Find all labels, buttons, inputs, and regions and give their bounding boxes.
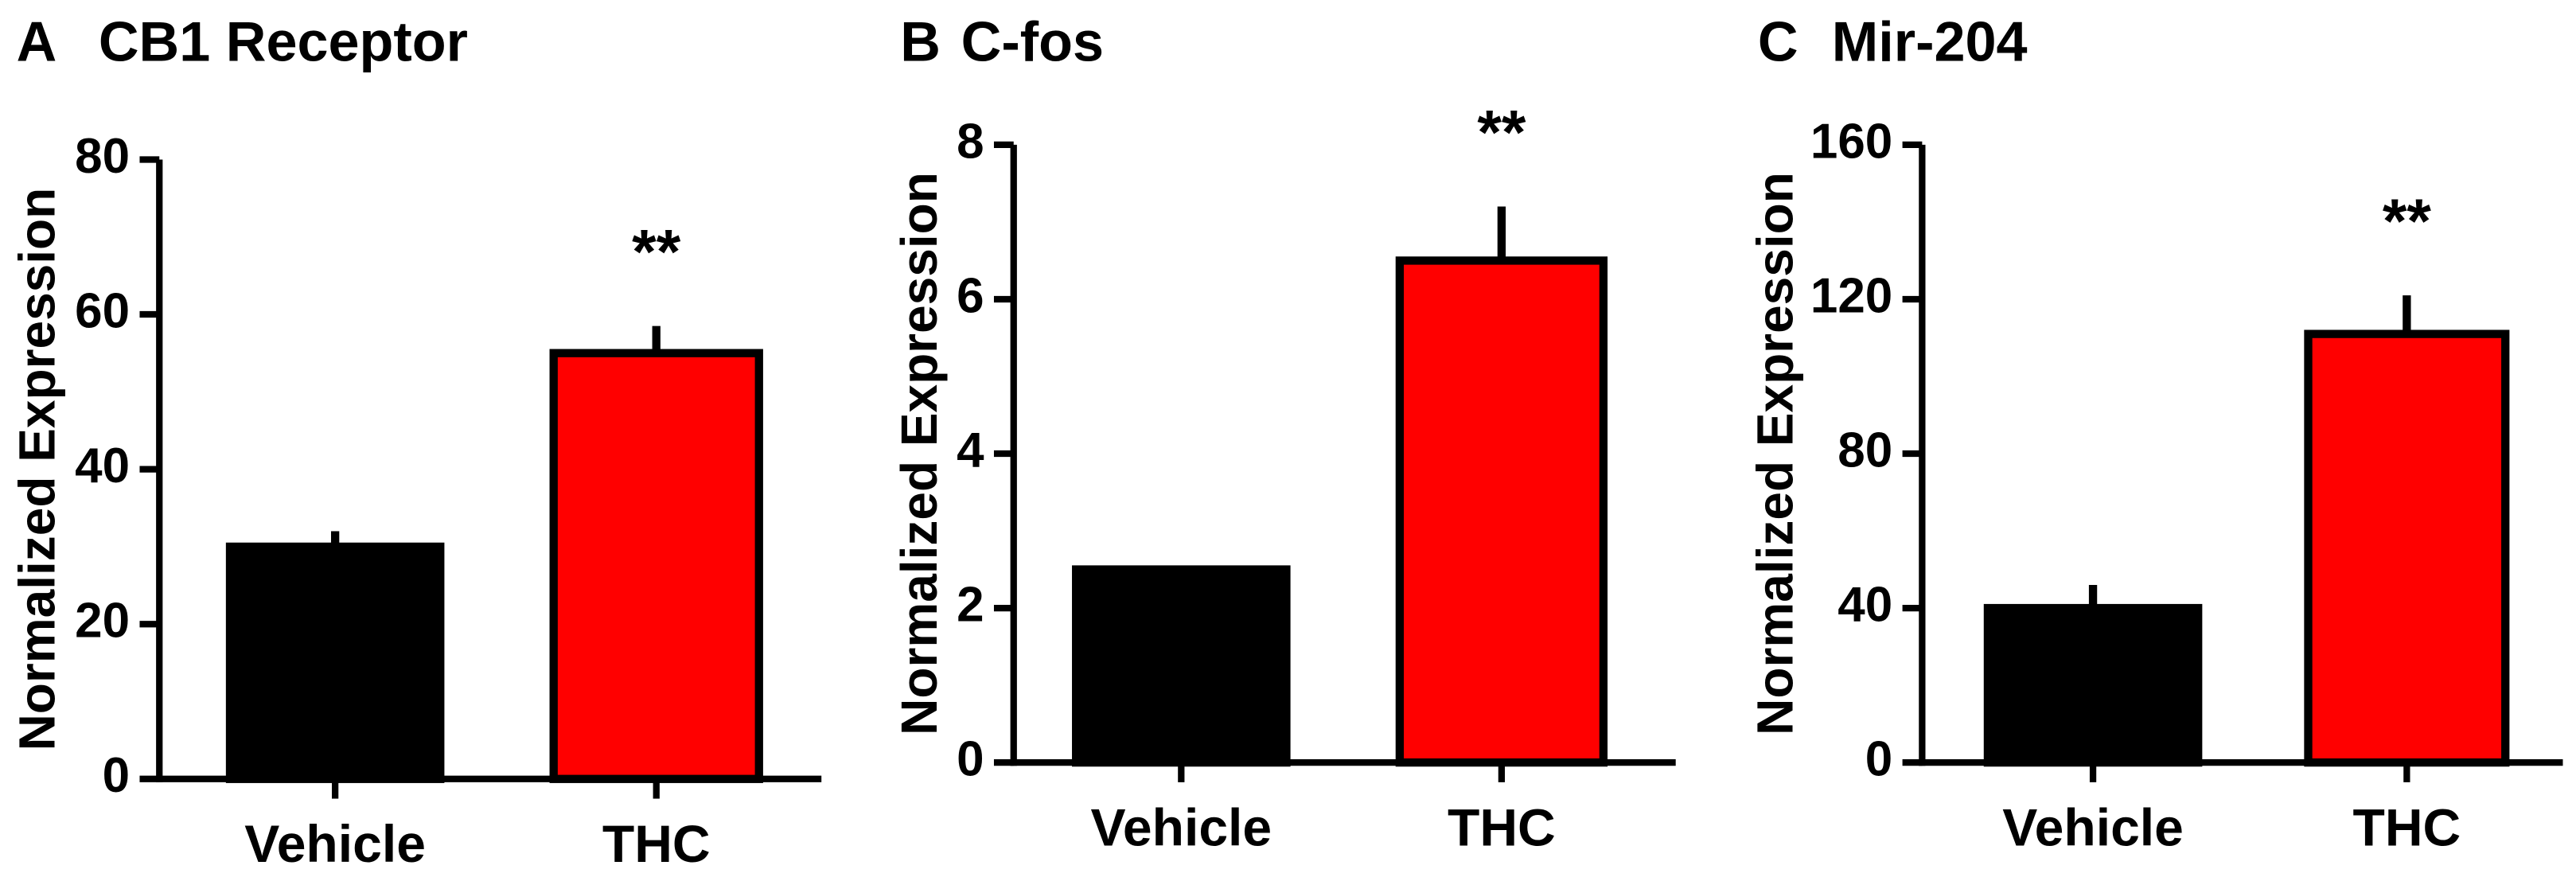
x-tick-label: THC	[1448, 797, 1556, 856]
y-tick-label: 80	[1837, 423, 1892, 478]
panel-letter: B	[900, 10, 941, 73]
y-tick-label: 6	[957, 268, 984, 323]
y-axis-label: Normalized Expression	[1747, 172, 1804, 735]
y-tick-label: 40	[75, 439, 130, 493]
x-tick-label: Vehicle	[2002, 797, 2184, 856]
x-tick-label: Vehicle	[244, 814, 426, 873]
panel-letter: A	[17, 10, 57, 73]
y-tick-label: 80	[75, 129, 130, 184]
bar	[1395, 256, 1608, 767]
bar	[2304, 329, 2510, 767]
x-tick-label: Vehicle	[1090, 797, 1272, 856]
chart-title: C-fos	[961, 10, 1104, 73]
y-tick-label: 20	[75, 594, 130, 649]
y-axis-label: Normalized Expression	[9, 188, 66, 751]
y-tick-label: 0	[957, 731, 984, 786]
y-tick-label: 0	[1865, 731, 1892, 786]
chart-title: Mir-204	[1832, 10, 2028, 73]
y-tick-label: 4	[957, 423, 984, 478]
y-axis-label: Normalized Expression	[890, 172, 948, 735]
bar	[225, 542, 445, 783]
y-tick-label: 160	[1810, 114, 1892, 169]
chart-title: CB1 Receptor	[99, 10, 468, 73]
y-tick-label: 8	[957, 114, 984, 169]
significance-annotation: **	[2383, 186, 2432, 256]
bar	[1072, 565, 1291, 767]
y-tick-label: 40	[1837, 577, 1892, 632]
significance-annotation: **	[632, 217, 681, 287]
y-tick-label: 2	[957, 577, 984, 632]
y-tick-label: 0	[103, 748, 130, 803]
significance-annotation: **	[1477, 98, 1526, 168]
bar	[549, 349, 763, 783]
bar	[1983, 603, 2203, 767]
panel-letter: C	[1758, 10, 1799, 73]
y-tick-label: 120	[1810, 268, 1892, 323]
y-tick-label: 60	[75, 283, 130, 338]
x-tick-label: THC	[2352, 797, 2461, 856]
x-tick-label: THC	[602, 814, 711, 873]
